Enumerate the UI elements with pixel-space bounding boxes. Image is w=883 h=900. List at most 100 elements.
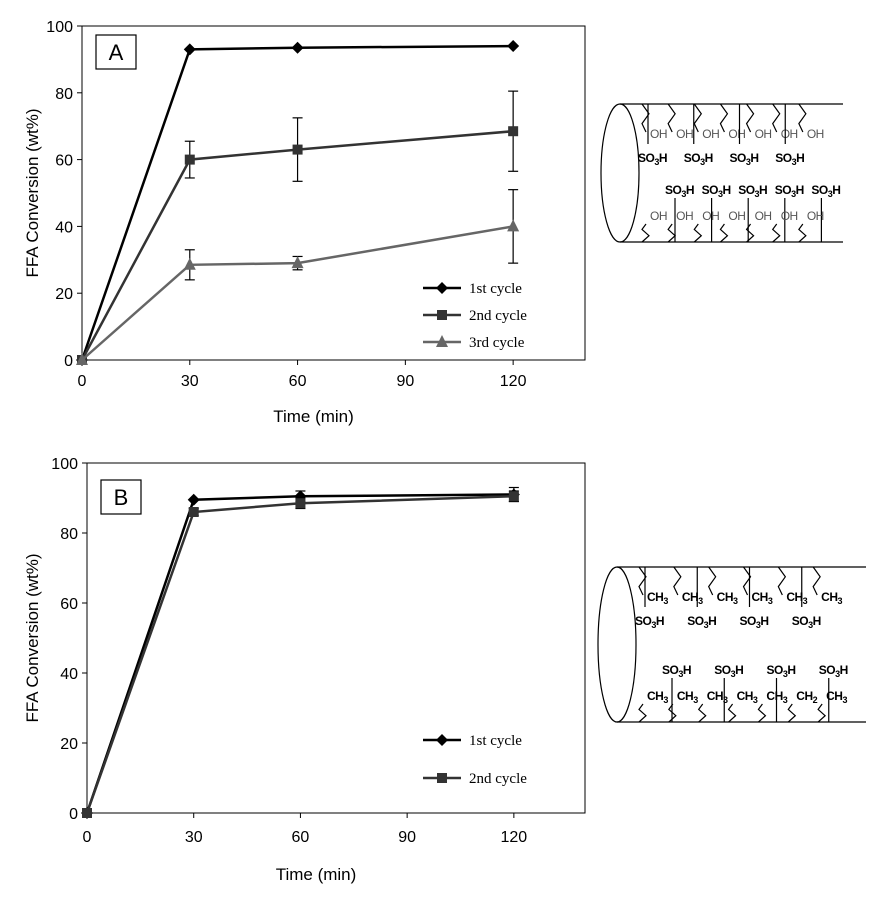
alkyl-chain [812, 566, 821, 596]
alkyl-chain [817, 703, 827, 723]
data-point [76, 353, 88, 365]
y-tick-label: 20 [60, 736, 78, 753]
series-line [81, 225, 514, 361]
plot-frame [86, 462, 586, 814]
data-point [187, 493, 200, 506]
sulfonic-acid-label: SO3H [792, 614, 821, 630]
y-tick-label: 80 [55, 86, 73, 103]
y-tick-label: 20 [55, 286, 73, 303]
sulfonic-acid-label: SO3H [687, 614, 716, 630]
y-tick-label: 80 [60, 526, 78, 543]
x-tick-label: 60 [292, 829, 310, 846]
functional-group-label: OH [728, 127, 745, 141]
legend-marker [437, 773, 447, 783]
legend-marker [437, 310, 447, 320]
alkyl-chain [638, 703, 647, 723]
sulfonic-acid-label: SO3H [635, 614, 664, 630]
sulfonic-acid-label: SO3H [638, 151, 667, 167]
alkyl-chain [707, 566, 717, 596]
tube-opening [600, 103, 640, 243]
sulfonic-acid-label: SO3H [665, 183, 694, 199]
x-tick-label: 120 [500, 373, 527, 390]
x-tick-label: 0 [83, 829, 92, 846]
y-tick-label: 40 [55, 219, 73, 236]
x-tick-label: 30 [185, 829, 203, 846]
x-tick-label: 90 [396, 373, 414, 390]
alkyl-chain [638, 566, 647, 596]
y-tick-label: 0 [69, 806, 78, 823]
alkyl-chain [745, 223, 755, 243]
series-2: 2nd cycle [82, 490, 527, 818]
functional-group-label: CH3 [766, 689, 787, 705]
alkyl-chain [697, 703, 707, 723]
alkyl-chain [798, 103, 807, 133]
series-2: 2nd cycle [77, 90, 527, 365]
y-tick-label: 40 [60, 666, 78, 683]
x-tick-label: 60 [289, 373, 307, 390]
legend-label: 1st cycle [469, 281, 522, 297]
y-tick-label: 100 [51, 456, 78, 473]
legend-label: 2nd cycle [469, 308, 527, 324]
alkyl-chain [742, 566, 752, 596]
data-point [183, 257, 196, 270]
alkyl-chain [777, 566, 787, 596]
sulfonic-acid-label: SO3H [767, 663, 796, 679]
functional-group-label: OH [755, 127, 772, 141]
functional-group-label: CH3 [647, 689, 668, 705]
functional-group-label: OH [781, 209, 798, 223]
series-3: 3rd cycle [76, 189, 525, 365]
alkyl-chain [727, 703, 737, 723]
functional-group-label: CH3 [647, 590, 668, 606]
panel-label-box [100, 479, 142, 515]
sulfonic-acid-label: SO3H [819, 663, 848, 679]
functional-group-label: CH3 [717, 590, 738, 606]
data-point [183, 43, 196, 56]
functional-group-label: CH3 [786, 590, 807, 606]
functional-group-label: OH [807, 127, 824, 141]
alkyl-chain [673, 566, 682, 596]
data-point [291, 41, 304, 54]
data-point [188, 507, 199, 517]
functional-group-label: OH [702, 209, 719, 223]
legend-marker [436, 282, 448, 294]
functional-group-label: OH [676, 127, 693, 141]
y-axis-label: FFA Conversion (wt%) [23, 108, 42, 277]
alkyl-chain [641, 223, 650, 243]
panel-label-box [95, 34, 137, 70]
series-line [85, 495, 514, 814]
sulfonic-acid-label: SO3H [684, 151, 713, 167]
data-point [82, 808, 92, 818]
alkyl-chain [693, 223, 703, 243]
sulfonic-acid-label: SO3H [702, 183, 731, 199]
sulfonic-acid-label: SO3H [775, 183, 804, 199]
data-point [184, 154, 195, 165]
functional-group-label: CH3 [682, 590, 703, 606]
x-axis-label: Time (min) [273, 407, 354, 426]
data-point [295, 498, 306, 509]
functional-group-label: CH3 [821, 590, 842, 606]
functional-group-label: OH [728, 209, 745, 223]
functional-group-label: OH [755, 209, 772, 223]
alkyl-chain [641, 103, 650, 133]
series-1: 1st cycle [81, 486, 522, 819]
alkyl-chain [667, 103, 676, 133]
functional-group-label: OH [702, 127, 719, 141]
y-tick-label: 100 [46, 19, 73, 36]
sulfonic-acid-label: SO3H [811, 183, 840, 199]
sulfonic-acid-label: SO3H [738, 183, 767, 199]
alkyl-chain [745, 103, 755, 133]
functional-group-label: CH3 [677, 689, 698, 705]
x-axis-label: Time (min) [276, 865, 357, 884]
legend-label: 3rd cycle [469, 335, 525, 351]
y-tick-label: 60 [60, 596, 78, 613]
functional-group-label: CH3 [752, 590, 773, 606]
sulfonic-acid-label: SO3H [662, 663, 691, 679]
functional-group-label: OH [650, 209, 667, 223]
x-tick-label: 30 [181, 373, 199, 390]
data-point [508, 126, 519, 137]
x-tick-label: 120 [501, 829, 528, 846]
y-axis-label: FFA Conversion (wt%) [23, 553, 42, 722]
legend-marker [436, 335, 448, 347]
